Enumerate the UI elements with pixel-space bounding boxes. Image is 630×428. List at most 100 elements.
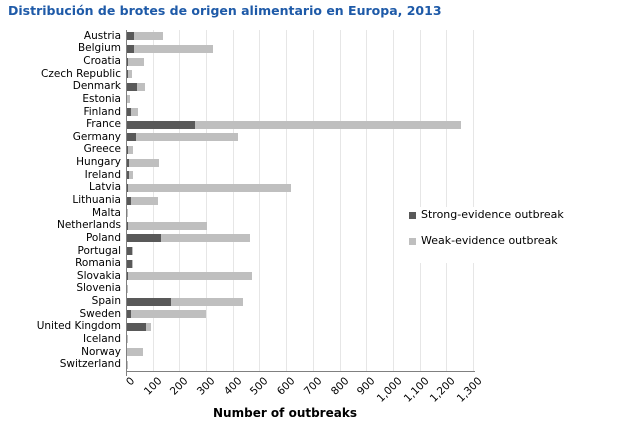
bar-segment-strong bbox=[127, 57, 129, 66]
bar-segment-weak bbox=[132, 247, 134, 256]
bar-segment-strong bbox=[127, 108, 131, 117]
x-tick-label: 1,200 bbox=[428, 375, 458, 405]
category-label: Norway bbox=[81, 345, 121, 358]
x-tick-label: 900 bbox=[355, 375, 378, 398]
bar-segment-strong bbox=[127, 221, 129, 230]
gridline bbox=[419, 30, 421, 371]
bar-segment-weak bbox=[131, 108, 139, 117]
bar-segment-weak bbox=[128, 171, 134, 180]
category-label: Malta bbox=[92, 206, 121, 219]
x-axis-line bbox=[126, 371, 475, 372]
category-label: Latvia bbox=[89, 181, 121, 194]
chart-title: Distribución de brotes de origen aliment… bbox=[8, 3, 442, 18]
x-tick-label: 600 bbox=[274, 375, 298, 398]
bar-segment-strong bbox=[127, 322, 146, 331]
gridline bbox=[232, 30, 234, 371]
bar-segment-strong bbox=[127, 171, 129, 180]
bar-segment-weak bbox=[128, 57, 144, 66]
bar-segment-strong bbox=[127, 44, 134, 53]
bar-segment-strong bbox=[127, 234, 161, 243]
bar-segment-weak bbox=[127, 95, 131, 104]
legend-label: Weak-evidence outbreak bbox=[421, 234, 558, 247]
bar-segment-weak bbox=[131, 310, 206, 319]
x-tick-label: 1,000 bbox=[374, 375, 405, 405]
x-tick-label: 400 bbox=[221, 375, 245, 398]
category-label: Slovenia bbox=[76, 282, 121, 295]
gridline bbox=[312, 30, 314, 371]
bar-segment-weak bbox=[127, 209, 128, 218]
bar-segment-strong bbox=[127, 120, 196, 129]
category-label: Hungary bbox=[76, 156, 121, 169]
x-tick-label: 1,300 bbox=[454, 375, 485, 405]
x-tick-label: 1,100 bbox=[401, 375, 432, 405]
category-label: Netherlands bbox=[56, 219, 121, 232]
bar-segment-weak bbox=[133, 32, 164, 41]
gridline bbox=[392, 30, 394, 371]
gridline bbox=[259, 30, 261, 371]
bar-segment-weak bbox=[135, 133, 239, 142]
bar-segment-weak bbox=[127, 360, 128, 369]
bar-segment-weak bbox=[128, 221, 208, 230]
category-label: France bbox=[86, 118, 121, 131]
gridline bbox=[473, 30, 474, 371]
category-label: Switzerland bbox=[59, 358, 121, 371]
bar-segment-weak bbox=[127, 284, 128, 293]
bar-segment-weak bbox=[127, 145, 134, 154]
bar-segment-strong bbox=[127, 247, 133, 256]
bar-segment-strong bbox=[127, 297, 172, 306]
gridline bbox=[206, 30, 208, 371]
legend-item: Strong-evidence outbreak bbox=[409, 209, 564, 221]
x-tick-label: 100 bbox=[141, 375, 165, 398]
category-label: Czech Republic bbox=[41, 67, 121, 80]
bar-segment-weak bbox=[195, 120, 461, 129]
bar-segment-strong bbox=[127, 82, 138, 91]
category-label: Spain bbox=[91, 295, 121, 308]
category-label: United Kingdom bbox=[36, 320, 121, 333]
x-axis-title: Number of outbreaks bbox=[213, 406, 357, 420]
x-tick-label: 200 bbox=[168, 375, 191, 398]
bar-segment-weak bbox=[145, 322, 151, 331]
x-tick-label: 700 bbox=[301, 375, 325, 398]
bar-segment-strong bbox=[127, 183, 129, 192]
legend-swatch bbox=[409, 237, 416, 245]
category-label: Poland bbox=[85, 231, 121, 244]
bar-segment-weak bbox=[129, 158, 160, 167]
x-tick-label: 0 bbox=[124, 375, 138, 389]
bar-segment-strong bbox=[127, 158, 130, 167]
x-tick-label: 500 bbox=[248, 375, 271, 398]
category-label: Denmark bbox=[72, 80, 121, 93]
category-label: Iceland bbox=[82, 332, 121, 345]
category-label: Germany bbox=[72, 130, 121, 143]
bar-segment-weak bbox=[128, 272, 253, 281]
category-label: Greece bbox=[83, 143, 121, 156]
category-label: Lithuania bbox=[72, 194, 121, 206]
category-label: Sweden bbox=[79, 307, 122, 320]
category-label: Austria bbox=[83, 29, 121, 42]
category-label: Croatia bbox=[83, 55, 121, 68]
bar-segment-strong bbox=[127, 196, 131, 205]
bar-segment-strong bbox=[127, 145, 128, 154]
legend-item: Weak-evidence outbreak bbox=[409, 235, 564, 247]
gridline bbox=[446, 30, 448, 371]
bar-segment-weak bbox=[127, 70, 133, 79]
bar-segment-strong bbox=[127, 259, 133, 268]
legend-label: Strong-evidence outbreak bbox=[421, 208, 564, 221]
bar-segment-weak bbox=[127, 348, 143, 357]
bar-segment-strong bbox=[127, 310, 131, 319]
bar-segment-weak bbox=[137, 82, 146, 91]
category-label: Slovakia bbox=[76, 269, 121, 282]
category-label: Ireland bbox=[84, 168, 121, 181]
gridline bbox=[286, 30, 288, 371]
bar-segment-weak bbox=[132, 259, 133, 268]
category-label: Estonia bbox=[82, 92, 121, 105]
gridline bbox=[179, 30, 181, 371]
category-label: Romania bbox=[75, 257, 121, 270]
category-label: Portugal bbox=[77, 244, 122, 257]
bar-segment-weak bbox=[128, 183, 292, 192]
gridline bbox=[366, 30, 368, 371]
bar-segment-strong bbox=[127, 32, 134, 41]
origin-tick bbox=[126, 372, 127, 376]
bar-segment-weak bbox=[160, 234, 250, 243]
bar-segment-weak bbox=[133, 44, 213, 53]
